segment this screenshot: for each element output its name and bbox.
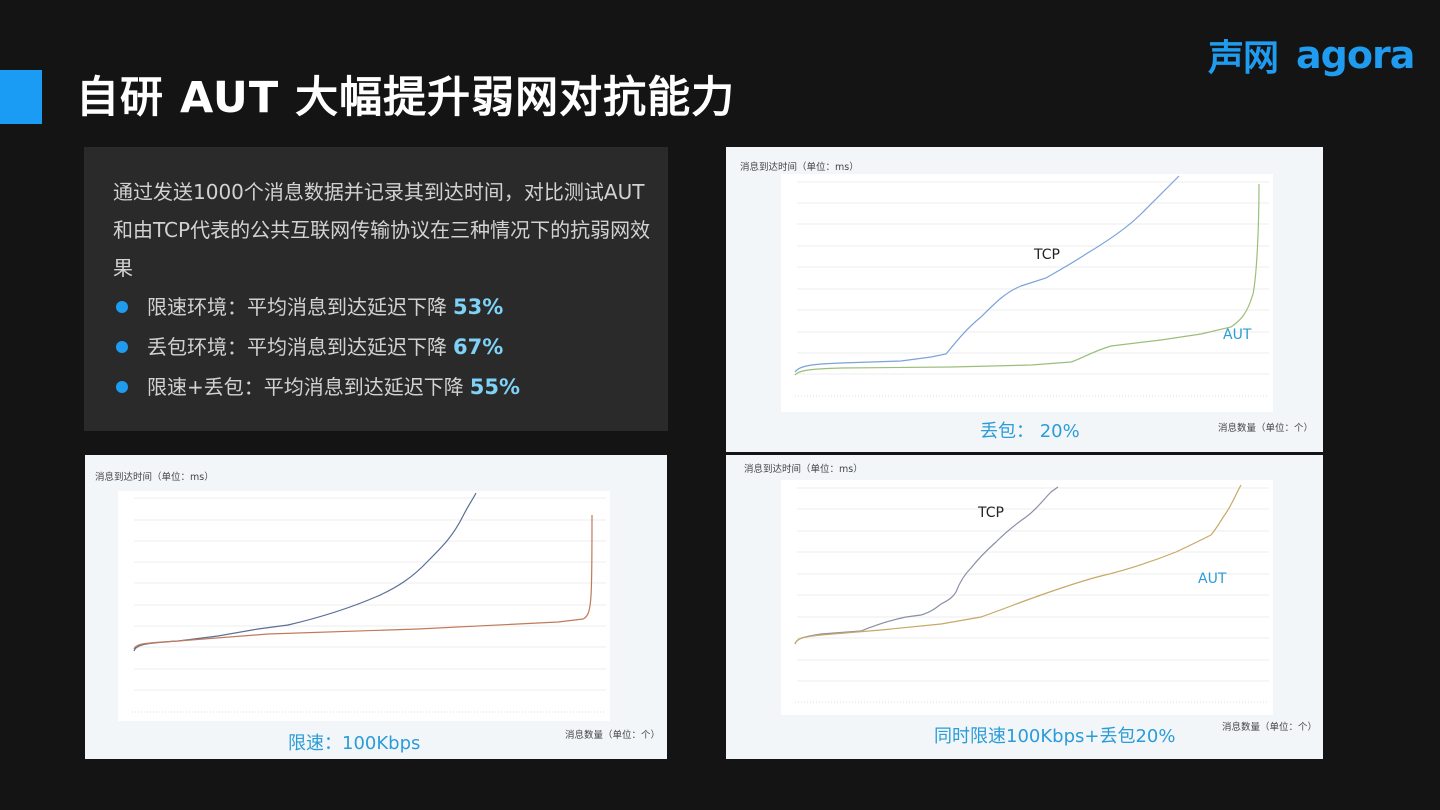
x-axis-label: 消息数量（单位：个） xyxy=(1218,423,1314,434)
tcp-line xyxy=(133,492,477,652)
tcp-line xyxy=(794,175,1180,373)
gridlines xyxy=(797,181,1269,375)
result-text: 限速环境：平均消息到达延迟下降 xyxy=(147,295,447,319)
bullet-dot-icon xyxy=(116,341,128,353)
x-axis-label: 消息数量（单位：个） xyxy=(565,730,661,741)
bullet-dot-icon xyxy=(116,381,128,393)
result-text: 限速+丢包：平均消息到达延迟下降 xyxy=(147,375,464,399)
result-percentage: 53% xyxy=(453,295,504,319)
chart-plot-area: TCP AUT xyxy=(781,174,1273,412)
brand-logo: 声网 agora xyxy=(1208,32,1415,79)
chart-plot-area xyxy=(118,491,610,721)
chart-plot-area: TCP AUT xyxy=(781,480,1273,715)
tcp-curve-label: TCP xyxy=(978,505,1004,521)
tcp-line xyxy=(794,486,1059,645)
result-item-combined: 限速+丢包：平均消息到达延迟下降 55% xyxy=(113,367,668,407)
chart-panel-rate-limit: 消息到达时间（单位：ms） 限速：100Kbps 消息数量（单位：个） xyxy=(85,455,667,759)
chart-panel-combined: 消息到达时间（单位：ms） TCP AUT 同时限速100Kbps+丢包20% … xyxy=(726,455,1323,759)
chart-caption: 同时限速100Kbps+丢包20% xyxy=(934,726,1176,747)
chart-svg xyxy=(794,175,1269,397)
aut-curve-label: AUT xyxy=(1198,571,1227,587)
title-accent-bar xyxy=(0,70,42,124)
x-axis-label: 消息数量（单位：个） xyxy=(1222,722,1318,733)
summary-intro: 通过发送1000个消息数据并记录其到达时间，对比测试AUT和由TCP代表的公共互… xyxy=(113,180,651,280)
result-text: 丢包环境：平均消息到达延迟下降 xyxy=(147,335,447,359)
result-item-rate-limit: 限速环境：平均消息到达延迟下降 53% xyxy=(113,287,668,327)
result-item-packet-loss: 丢包环境：平均消息到达延迟下降 67% xyxy=(113,327,668,367)
result-percentage: 67% xyxy=(453,335,504,359)
chart-caption: 丢包： 20% xyxy=(980,421,1080,442)
bullet-dot-icon xyxy=(116,301,128,313)
chart-svg xyxy=(794,484,1269,703)
aut-curve-label: AUT xyxy=(1223,327,1252,343)
chart-svg xyxy=(132,492,606,713)
gridlines xyxy=(134,497,606,691)
gridlines xyxy=(797,487,1269,682)
y-axis-label: 消息到达时间（单位：ms） xyxy=(744,464,863,475)
logo-english-text: agora xyxy=(1296,33,1415,77)
chart-caption: 限速：100Kbps xyxy=(288,733,421,754)
aut-line xyxy=(133,514,593,650)
logo-chinese-text: 声网 xyxy=(1208,38,1279,79)
results-list: 限速环境：平均消息到达延迟下降 53% 丢包环境：平均消息到达延迟下降 67% … xyxy=(113,287,668,407)
chart-panel-packet-loss: 消息到达时间（单位：ms） TCP AUT 丢包： 20% 消息数量（单位：个） xyxy=(726,147,1323,452)
y-axis-label: 消息到达时间（单位：ms） xyxy=(740,162,859,173)
page-title: 自研 AUT 大幅提升弱网对抗能力 xyxy=(76,73,736,123)
aut-line xyxy=(794,484,1242,645)
aut-line xyxy=(794,183,1260,376)
result-percentage: 55% xyxy=(469,375,521,399)
summary-box: 通过发送1000个消息数据并记录其到达时间，对比测试AUT和由TCP代表的公共互… xyxy=(84,147,668,431)
y-axis-label: 消息到达时间（单位：ms） xyxy=(95,472,214,483)
tcp-curve-label: TCP xyxy=(1034,247,1060,263)
